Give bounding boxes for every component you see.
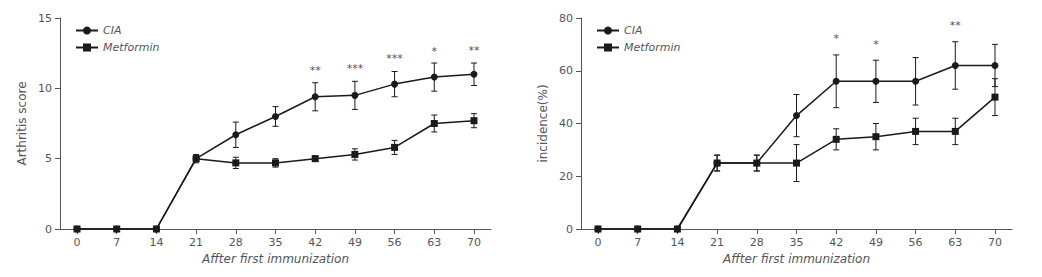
- svg-text:35: 35: [269, 236, 283, 249]
- svg-text:49: 49: [348, 236, 362, 249]
- svg-text:35: 35: [790, 236, 804, 249]
- svg-text:80: 80: [559, 12, 573, 25]
- svg-text:42: 42: [308, 236, 322, 249]
- svg-text:Arthritis score: Arthritis score: [15, 81, 29, 165]
- svg-text:0: 0: [74, 236, 81, 249]
- svg-text:56: 56: [388, 236, 402, 249]
- svg-text:56: 56: [909, 236, 923, 249]
- svg-text:*: *: [833, 32, 839, 45]
- svg-text:28: 28: [229, 236, 243, 249]
- svg-text:*: *: [873, 38, 879, 51]
- svg-text:40: 40: [559, 117, 573, 130]
- svg-text:CIA: CIA: [624, 24, 642, 37]
- svg-text:CIA: CIA: [103, 24, 121, 37]
- svg-text:15: 15: [38, 12, 52, 25]
- svg-text:0: 0: [45, 223, 52, 236]
- svg-text:0: 0: [595, 236, 602, 249]
- svg-text:14: 14: [149, 236, 163, 249]
- svg-text:**: **: [468, 44, 480, 57]
- svg-text:**: **: [310, 64, 322, 77]
- svg-text:5: 5: [45, 152, 52, 165]
- svg-text:Metformin: Metformin: [624, 41, 680, 54]
- svg-text:***: ***: [347, 62, 364, 75]
- svg-text:21: 21: [189, 236, 203, 249]
- svg-text:14: 14: [670, 236, 684, 249]
- svg-text:28: 28: [750, 236, 764, 249]
- svg-text:70: 70: [988, 236, 1002, 249]
- svg-text:20: 20: [559, 170, 573, 183]
- svg-text:21: 21: [710, 236, 724, 249]
- svg-text:Metformin: Metformin: [103, 41, 159, 54]
- svg-text:0: 0: [566, 223, 573, 236]
- svg-text:60: 60: [559, 64, 573, 77]
- svg-text:**: **: [950, 19, 962, 32]
- svg-text:incidence(%): incidence(%): [536, 84, 550, 162]
- svg-text:10: 10: [38, 82, 52, 95]
- svg-text:Affter first immunization: Affter first immunization: [722, 252, 870, 266]
- svg-text:63: 63: [948, 236, 962, 249]
- svg-text:***: ***: [386, 52, 403, 65]
- svg-text:7: 7: [634, 236, 641, 249]
- svg-text:*: *: [432, 45, 438, 58]
- svg-text:49: 49: [869, 236, 883, 249]
- svg-text:70: 70: [467, 236, 481, 249]
- svg-text:7: 7: [113, 236, 120, 249]
- svg-text:Affter first immunization: Affter first immunization: [201, 252, 349, 266]
- svg-text:42: 42: [829, 236, 843, 249]
- svg-text:63: 63: [427, 236, 441, 249]
